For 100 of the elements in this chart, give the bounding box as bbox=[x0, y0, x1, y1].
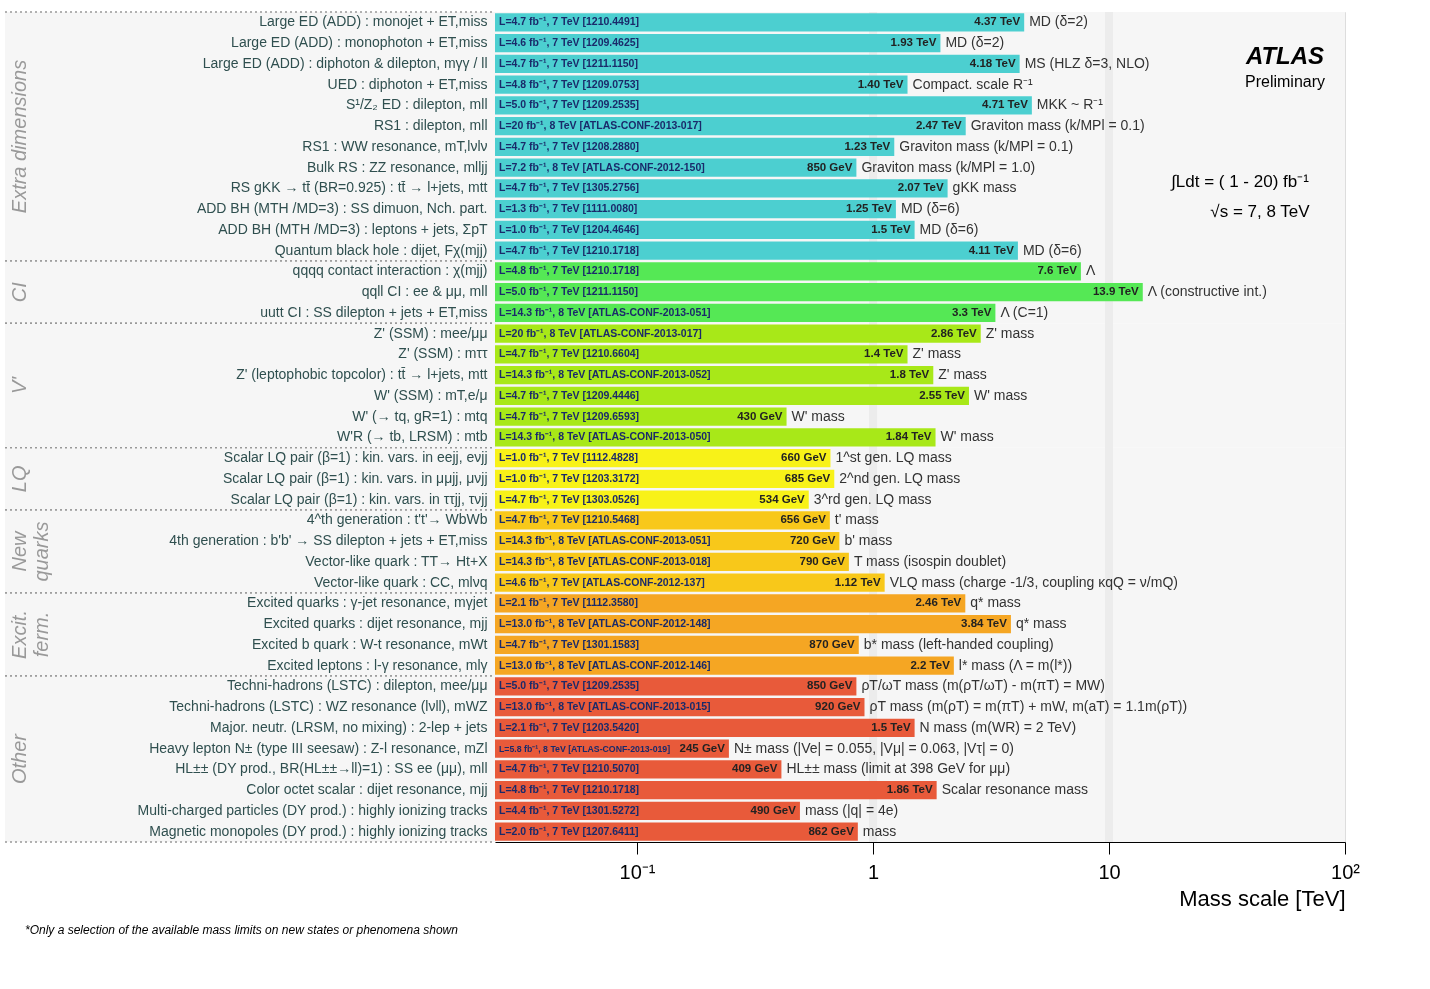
annotation: 1.8 TeV bbox=[889, 368, 930, 381]
y-tick-label: Magnetic monopoles (DY prod.) : highly ionizing tracks bbox=[149, 822, 488, 839]
x-tick-label: 10⁻¹ bbox=[619, 860, 656, 883]
annotation: L=14.3 fb⁻¹, 8 TeV [ATLAS-CONF-2013-050] bbox=[499, 430, 711, 443]
annotation: L=20 fb⁻¹, 8 TeV [ATLAS-CONF-2013-017] bbox=[499, 326, 702, 339]
annotation: b* mass (left-handed coupling) bbox=[863, 635, 1054, 652]
annotation: 7.6 TeV bbox=[1037, 264, 1078, 277]
annotation: 1.25 TeV bbox=[846, 202, 893, 215]
annotation: MD (δ=6) bbox=[919, 220, 979, 237]
annotation: N± mass (|Ve| = 0.055, |Vμ| = 0.063, |Vτ| = 0) bbox=[733, 739, 1014, 756]
y-tick-label: Vector-like quark : TT→ Ht+X bbox=[305, 552, 489, 569]
annotation: L=4.7 fb⁻¹, 7 TeV [1301.1583] bbox=[499, 637, 640, 650]
annotation: 1.93 TeV bbox=[890, 36, 937, 49]
y-tick-label: Z' (SSM) : mee/μμ bbox=[373, 324, 488, 341]
annotation: 1.5 TeV bbox=[871, 720, 911, 733]
annotation: Z' mass bbox=[985, 324, 1035, 341]
annotation: 4.11 TeV bbox=[968, 243, 1015, 256]
annotation: L=1.0 fb⁻¹, 7 TeV [1112.4828] bbox=[499, 451, 638, 464]
annotation: 2.86 TeV bbox=[930, 326, 978, 339]
annotation: L=1.0 fb⁻¹, 7 TeV [1203.3172] bbox=[499, 471, 640, 484]
y-tick-label: Techni-hadrons (LSTC) : WZ resonance (lνll), mWZ bbox=[169, 698, 488, 715]
annotation: 1.86 TeV bbox=[886, 783, 933, 796]
y-tick-label: qqll CI : ee & μμ, mll bbox=[361, 283, 488, 300]
annotation: 2.2 TeV bbox=[910, 658, 951, 671]
y-tick-label: 4^th generation : t't'→ WbWb bbox=[306, 511, 488, 528]
annotation: L=7.2 fb⁻¹, 8 TeV [ATLAS-CONF-2012-150] bbox=[499, 160, 705, 173]
band-label: Other bbox=[8, 732, 30, 785]
annotation: L=5.0 fb⁻¹, 7 TeV [1209.2535] bbox=[499, 679, 640, 692]
annotation: b' mass bbox=[844, 532, 893, 549]
annotation: 430 GeV bbox=[737, 409, 783, 422]
annotation: L=4.7 fb⁻¹, 7 TeV [1210.5070] bbox=[499, 762, 640, 775]
annotation: L=4.8 fb⁻¹, 7 TeV [1209.0753] bbox=[499, 77, 640, 90]
annotation: ρT/ωT mass (m(ρT/ωT) - m(πT) = MW) bbox=[861, 677, 1105, 694]
annotation: L=13.0 fb⁻¹, 8 TeV [ATLAS-CONF-2012-146] bbox=[499, 658, 711, 671]
annotation: ∫Ldt = ( 1 - 20) fb⁻¹ bbox=[1170, 172, 1310, 191]
y-tick-label: S¹/Z₂ ED : dilepton, mll bbox=[345, 96, 488, 113]
text: *Only a selection of the available mass limits on new states or phenomena shown bbox=[25, 923, 459, 937]
annotation: 850 GeV bbox=[806, 679, 853, 692]
annotation: 1.23 TeV bbox=[844, 139, 891, 152]
annotation: ρT mass (m(ρT) = m(πT) + mW, m(aT) = 1.1m(ρT)) bbox=[869, 698, 1188, 715]
annotation: 245 GeV bbox=[679, 741, 726, 754]
x-tick-label: 1 bbox=[867, 860, 880, 883]
annotation: L=14.3 fb⁻¹, 8 TeV [ATLAS-CONF-2013-018] bbox=[499, 554, 711, 567]
y-tick-label: Heavy lepton N± (type III seesaw) : Z-l resonance, mZl bbox=[149, 739, 488, 756]
annotation: L=4.7 fb⁻¹, 7 TeV [1305.2756] bbox=[499, 181, 640, 194]
annotation: MD (δ=2) bbox=[1029, 13, 1088, 30]
annotation: L=2.1 fb⁻¹, 7 TeV [1112.3580] bbox=[499, 596, 638, 609]
annotation: 3.84 TeV bbox=[961, 617, 1008, 630]
y-tick-label: HL±± (DY prod., BR(HL±±→ll)=1) : SS ee (μμ), mll bbox=[175, 760, 488, 777]
annotation: HL±± mass (limit at 398 GeV for μμ) bbox=[786, 760, 1011, 777]
annotation: q* mass bbox=[970, 594, 1021, 611]
annotation: L=14.3 fb⁻¹, 8 TeV [ATLAS-CONF-2013-051] bbox=[499, 305, 711, 318]
annotation: √s = 7, 8 TeV bbox=[1210, 202, 1311, 221]
annotation: L=14.3 fb⁻¹, 8 TeV [ATLAS-CONF-2013-051] bbox=[499, 534, 711, 547]
annotation: L=4.7 fb⁻¹, 7 TeV [1209.4446] bbox=[499, 388, 640, 401]
y-tick-label: W' (SSM) : mT,e/μ bbox=[374, 386, 488, 403]
annotation: 490 GeV bbox=[750, 803, 797, 816]
annotation: 656 GeV bbox=[780, 513, 827, 526]
annotation: 790 GeV bbox=[799, 554, 846, 567]
annotation: L=2.1 fb⁻¹, 7 TeV [1203.5420] bbox=[499, 720, 640, 733]
annotation: L=4.7 fb⁻¹, 7 TeV [1209.6593] bbox=[499, 409, 640, 422]
annotation: L=4.7 fb⁻¹, 7 TeV [1208.2880] bbox=[499, 139, 640, 152]
band-label: LQ bbox=[8, 465, 30, 493]
y-tick-label: W' (→ tq, gR=1) : mtq bbox=[352, 407, 488, 424]
annotation: N mass (m(WR) = 2 TeV) bbox=[919, 718, 1077, 735]
annotation: 4.37 TeV bbox=[974, 15, 1021, 28]
annotation: gKK mass bbox=[952, 179, 1017, 196]
annotation: L=4.7 fb⁻¹, 7 TeV [1210.4491] bbox=[499, 15, 640, 28]
annotation: L=1.0 fb⁻¹, 7 TeV [1204.4646] bbox=[499, 222, 640, 235]
annotation: L=20 fb⁻¹, 8 TeV [ATLAS-CONF-2013-017] bbox=[499, 119, 702, 132]
y-tick-label: UED : diphoton + ET,miss bbox=[327, 75, 488, 92]
annotation: mass (|q| = 4e) bbox=[804, 801, 899, 818]
annotation: Compact. scale R⁻¹ bbox=[912, 75, 1034, 92]
annotation: VLQ mass (charge -1/3, coupling κqQ = ν/mQ) bbox=[889, 573, 1178, 590]
annotation: L=13.0 fb⁻¹, 8 TeV [ATLAS-CONF-2013-015] bbox=[499, 700, 711, 713]
y-tick-label: qqqq contact interaction : χ(mjj) bbox=[292, 262, 488, 279]
annotation: 2.47 TeV bbox=[915, 119, 963, 132]
annotation: MKK ~ R⁻¹ bbox=[1036, 96, 1104, 113]
annotation: 2.55 TeV bbox=[919, 388, 966, 401]
annotation: L=4.4 fb⁻¹, 7 TeV [1301.5272] bbox=[499, 803, 640, 816]
annotation: MD (δ=2) bbox=[945, 34, 1005, 51]
annotation: 1.4 TeV bbox=[864, 347, 904, 360]
annotation: L=13.0 fb⁻¹, 8 TeV [ATLAS-CONF-2012-148] bbox=[499, 617, 711, 630]
annotation: 3^rd gen. LQ mass bbox=[813, 490, 932, 507]
annotation: W' mass bbox=[940, 428, 994, 445]
x-tick-label: 10 bbox=[1098, 860, 1121, 883]
annotation: 870 GeV bbox=[809, 637, 856, 650]
annotation: 2^nd gen. LQ mass bbox=[839, 469, 961, 486]
y-tick-label: Excited leptons : l-γ resonance, mlγ bbox=[267, 656, 488, 673]
annotation: MS (HLZ δ=3, NLO) bbox=[1024, 54, 1150, 71]
annotation: L=1.3 fb⁻¹, 7 TeV [1111.0080] bbox=[499, 202, 638, 215]
y-tick-label: Multi-charged particles (DY prod.) : highly ionizing tracks bbox=[137, 801, 488, 818]
annotation: L=4.7 fb⁻¹, 7 TeV [1210.1718] bbox=[499, 243, 640, 256]
y-tick-label: Excited quarks : γ-jet resonance, mγjet bbox=[247, 594, 488, 611]
annotation: L=4.7 fb⁻¹, 7 TeV [1210.5468] bbox=[499, 513, 640, 526]
y-tick-label: Large ED (ADD) : monophoton + ET,miss bbox=[231, 34, 488, 51]
annotation: Z' mass bbox=[938, 366, 987, 383]
y-tick-label: Quantum black hole : dijet, Fχ(mjj) bbox=[274, 241, 488, 258]
annotation: 720 GeV bbox=[789, 534, 836, 547]
y-tick-label: Z' (SSM) : mττ bbox=[398, 345, 488, 362]
